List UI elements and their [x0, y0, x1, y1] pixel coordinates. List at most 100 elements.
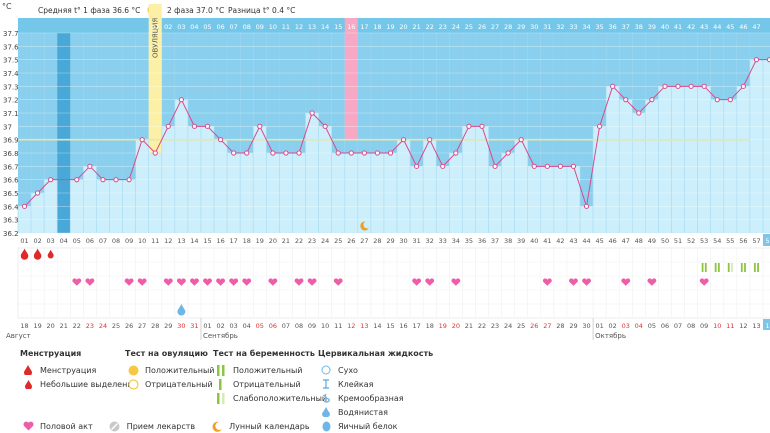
- top-day-label: 19: [386, 23, 394, 31]
- cycle-day-label: 17: [230, 237, 238, 245]
- heart-icon: [176, 278, 186, 286]
- temperature-point: [191, 123, 198, 129]
- cycle-day-label: 09: [125, 237, 133, 245]
- top-day-label: 16: [347, 23, 355, 31]
- pregnancy-test-icon: [717, 263, 720, 272]
- sky-band: [70, 33, 84, 180]
- cycle-day-label: 14: [190, 237, 198, 245]
- top-day-band: [18, 18, 770, 33]
- temperature-point: [361, 150, 367, 156]
- heart-icon: [268, 278, 278, 286]
- top-day-label: 21: [412, 23, 420, 31]
- temperature-point: [48, 177, 54, 183]
- phase2-text: 2 фаза 37.0 °С: [167, 6, 224, 15]
- cycle-day-label: 48: [635, 237, 643, 245]
- date-label: 04: [635, 322, 643, 330]
- date-label: 16: [399, 322, 407, 330]
- legend-small-discharge-label: Небольшие выделения: [40, 379, 138, 389]
- date-label: 30: [177, 322, 185, 330]
- legend-pregnancy-test-title: Тест на беременность: [213, 349, 315, 358]
- legend-lunar-label: Лунный календарь: [229, 421, 310, 431]
- heart-icon: [203, 278, 212, 286]
- temperature-point: [35, 190, 41, 196]
- cycle-day-label: 41: [543, 237, 551, 245]
- sky-band: [357, 33, 371, 153]
- legend-cervical: Цервикальная жидкость Сухо Клейкая Кремо…: [318, 349, 433, 433]
- date-label: 28: [556, 322, 564, 330]
- date-label: 14: [373, 322, 381, 330]
- y-tick-label: 37.3: [3, 83, 19, 91]
- sky-band: [331, 33, 345, 153]
- heart-icon: [542, 278, 552, 286]
- temperature-bar: [540, 166, 555, 234]
- date-label: 12: [347, 322, 355, 330]
- legend-dry-label: Сухо: [338, 365, 358, 375]
- top-day-label: 40: [661, 23, 669, 31]
- top-day-label: 22: [426, 23, 434, 31]
- cycle-day-label: 19: [256, 237, 264, 245]
- date-label: 21: [60, 322, 68, 330]
- temperature-bar: [213, 139, 228, 234]
- temperature-point: [662, 83, 668, 89]
- temperature-point: [139, 137, 145, 143]
- temperature-point: [126, 177, 132, 183]
- cycle-day-label: 47: [622, 237, 630, 245]
- date-label: 19: [439, 322, 447, 330]
- y-tick-label: 37.5: [3, 57, 19, 65]
- pregnancy-test-icon: [740, 263, 743, 272]
- sky-band: [449, 33, 463, 153]
- temperature-point: [296, 150, 302, 156]
- date-label: 03: [622, 322, 630, 330]
- temperature-bar: [527, 166, 542, 234]
- top-day-label: 36: [609, 23, 617, 31]
- diff-text: Разница t° 0.4 °С: [228, 6, 295, 15]
- heart-icon: [229, 278, 239, 286]
- date-label: 23: [491, 322, 499, 330]
- temperature-bar: [631, 112, 646, 234]
- temperature-point: [335, 150, 341, 156]
- top-day-label: 07: [230, 23, 238, 31]
- cycle-day-label: 44: [582, 237, 590, 245]
- date-label: 31: [190, 322, 198, 330]
- temperature-point: [623, 97, 629, 103]
- temperature-point: [244, 150, 250, 156]
- top-day-label: 42: [687, 23, 695, 31]
- cycle-day-label: 30: [399, 237, 407, 245]
- top-day-label: 17: [360, 23, 368, 31]
- cycle-day-label: 29: [386, 237, 394, 245]
- date-label: 15: [386, 322, 394, 330]
- top-day-label: 03: [177, 23, 185, 31]
- temperature-bar: [409, 166, 424, 234]
- top-day-label: 06: [216, 23, 224, 31]
- cycle-day-label: 22: [295, 237, 303, 245]
- temperature-point: [701, 83, 707, 89]
- top-day-label: 11: [282, 23, 290, 31]
- temperature-point: [714, 97, 720, 103]
- sky-band: [723, 33, 737, 100]
- date-label: 13: [752, 322, 760, 330]
- temperature-point: [492, 163, 498, 169]
- heart-icon: [451, 278, 461, 286]
- top-day-label: 29: [517, 23, 525, 31]
- blood-drop-icon: [33, 248, 42, 260]
- month-label: Октябрь: [595, 332, 626, 340]
- legend-menstruation-label: Менструация: [40, 365, 97, 375]
- temperature-point: [727, 97, 733, 103]
- temperature-point: [348, 150, 354, 156]
- cycle-day-label: 11: [151, 237, 159, 245]
- heart-icon: [294, 278, 304, 286]
- legend-watery-label: Водянистая: [338, 407, 388, 417]
- temperature-point: [178, 97, 184, 103]
- date-label: 17: [412, 322, 420, 330]
- cycle-day-label: 24: [321, 237, 329, 245]
- temperature-bar: [671, 86, 685, 234]
- top-day-label: 18: [373, 23, 381, 31]
- temperature-point: [165, 123, 171, 129]
- date-label: 18: [426, 322, 434, 330]
- sky-band: [109, 33, 123, 180]
- cycle-day-label: 35: [465, 237, 473, 245]
- sky-band: [292, 33, 306, 153]
- temperature-point: [636, 110, 642, 116]
- temperature-point: [427, 137, 433, 143]
- legend-medication-label: Прием лекарств: [126, 421, 196, 431]
